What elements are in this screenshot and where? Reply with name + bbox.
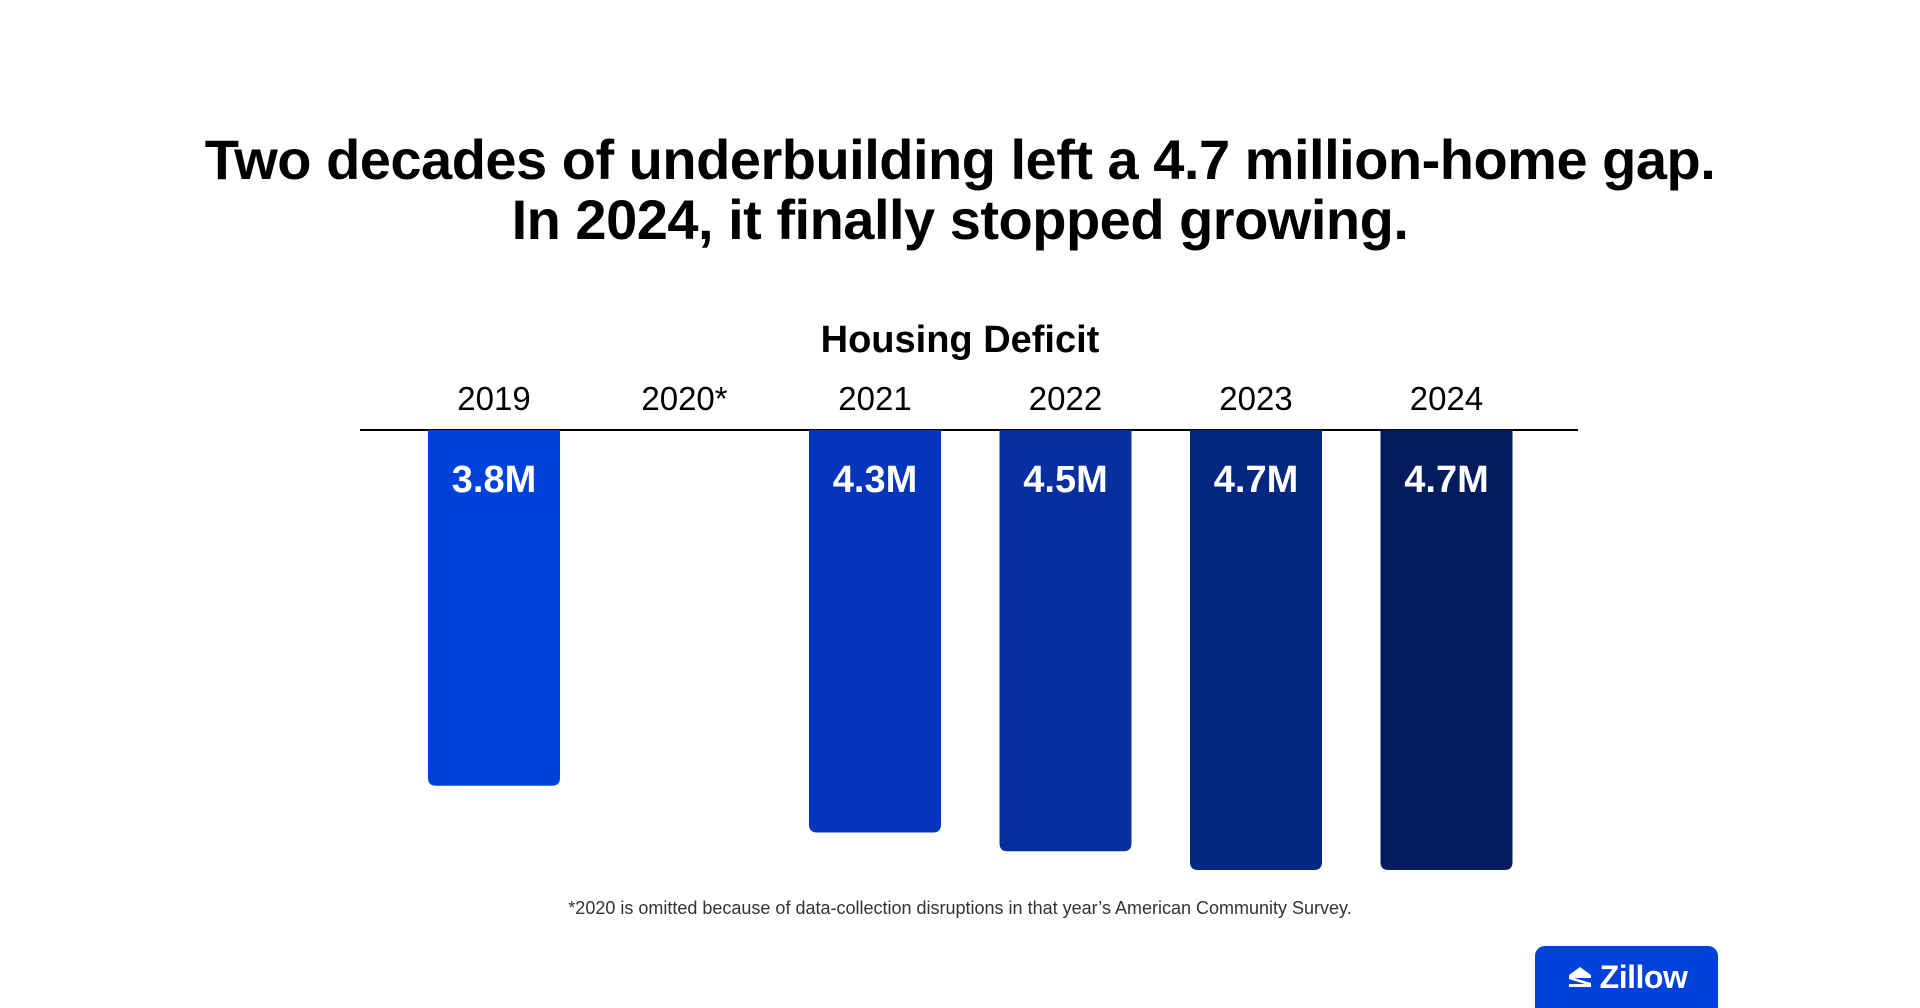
data-label-2023: 4.7M — [1214, 459, 1298, 501]
tick-label-2023: 2023 — [1219, 380, 1292, 417]
tick-label-2020: 2020* — [641, 380, 727, 417]
zillow-logo: Zillow — [1535, 946, 1718, 1008]
headline-line-2: In 2024, it finally stopped growing. — [511, 188, 1409, 251]
bar-2019 — [428, 430, 560, 786]
headline-line-1: Two decades of underbuilding left a 4.7 … — [204, 128, 1716, 191]
data-label-2021: 4.3M — [833, 459, 917, 501]
data-label-2019: 3.8M — [452, 459, 536, 501]
zillow-logo-text: Zillow — [1599, 958, 1688, 995]
bar-2022 — [999, 430, 1132, 852]
bar-2021 — [809, 430, 941, 833]
tick-label-2021: 2021 — [838, 380, 911, 417]
chart-title: Housing Deficit — [820, 319, 1100, 361]
tick-label-2022: 2022 — [1029, 380, 1102, 417]
footnote: *2020 is omitted because of data-collect… — [568, 898, 1352, 918]
data-label-2022: 4.5M — [1023, 459, 1107, 501]
bar-2023 — [1190, 430, 1322, 870]
data-label-2024: 4.7M — [1404, 459, 1488, 501]
data-labels: 3.8M 4.3M 4.5M 4.7M 4.7M — [452, 459, 1489, 501]
year-tick-labels: 2019 2020* 2021 2022 2023 2024 — [457, 380, 1483, 417]
bars — [428, 430, 1513, 870]
tick-label-2019: 2019 — [457, 380, 530, 417]
bar-2024 — [1380, 430, 1513, 870]
zillow-house-icon — [1568, 967, 1591, 987]
housing-deficit-chart: 2019 2020* 2021 2022 2023 2024 3.8M 4.3M 4.5M 4.… — [360, 380, 1578, 870]
tick-label-2024: 2024 — [1410, 380, 1483, 417]
headline: Two decades of underbuilding left a 4.7 … — [0, 130, 1920, 250]
